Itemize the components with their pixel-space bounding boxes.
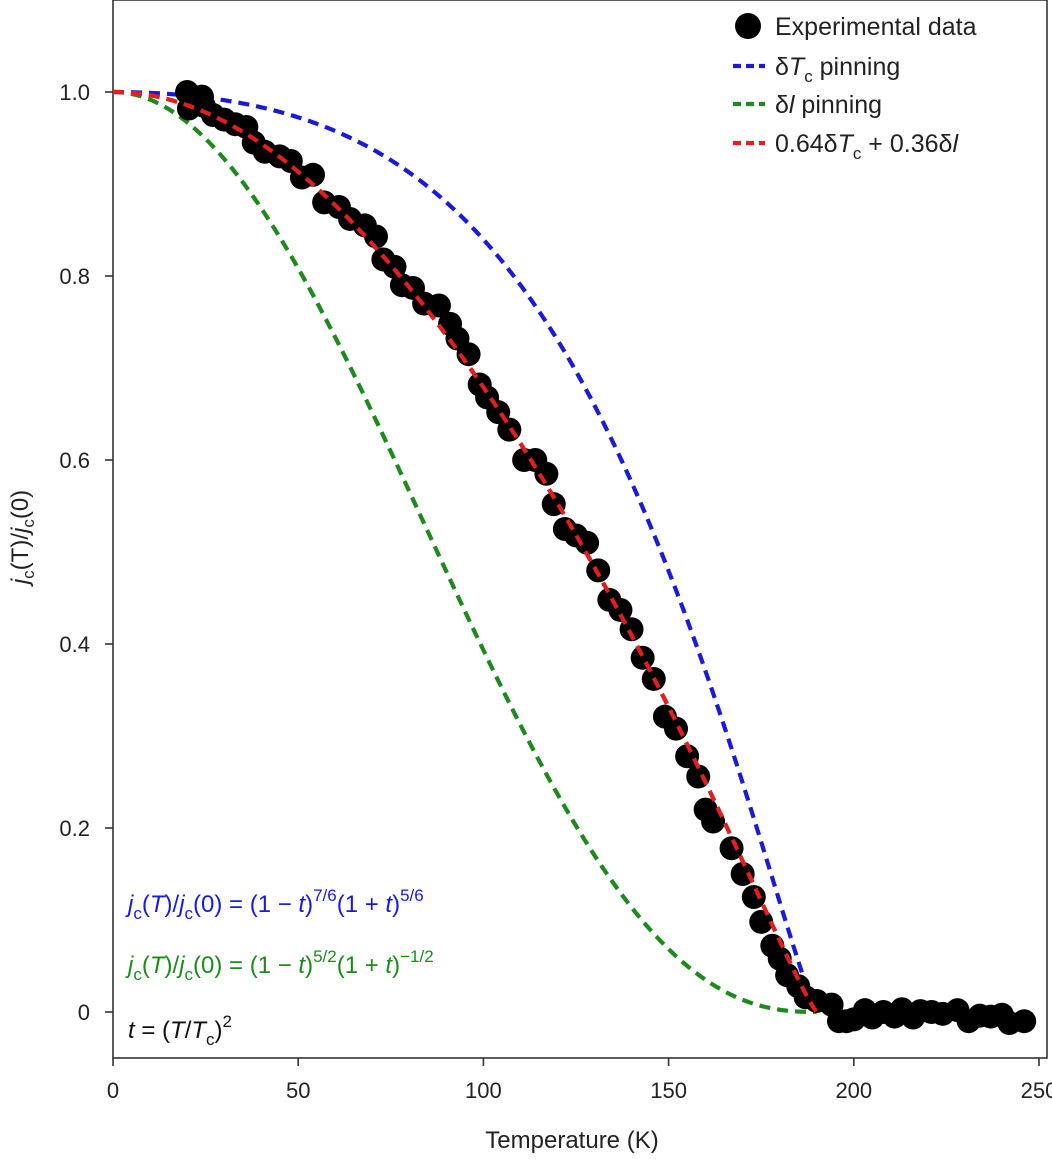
x-tick-label: 250 — [1021, 1078, 1052, 1103]
equation-2-part: c — [133, 965, 142, 984]
x-axis-title: Temperature (K) — [485, 1127, 658, 1154]
equation-1: jc(T)/jc(0) = (1 − t)7/6(1 + t)5/6 — [125, 886, 424, 923]
equation-3-part: T — [191, 1017, 208, 1044]
equation-1-part: ) — [305, 891, 313, 918]
legend-label-part: δ — [775, 53, 789, 81]
data-point — [730, 862, 755, 886]
legend-label-part: T — [789, 53, 806, 81]
equation-2-part: −1/2 — [400, 947, 434, 966]
legend-label-part: l — [789, 91, 796, 119]
equation-3: t = (T/Tc)2 — [128, 1012, 232, 1049]
y-tick-label: 1.0 — [59, 80, 90, 105]
equation-3-part: / — [185, 1017, 192, 1044]
y-axis-title: jc(T)/jc(0) — [7, 490, 38, 587]
equation-2-part: c — [185, 965, 194, 984]
equation-2: jc(T)/jc(0) = (1 − t)5/2(1 + t)−1/2 — [125, 947, 434, 984]
equation-2-part: ) — [392, 952, 400, 979]
equation-1-part: j — [176, 891, 185, 918]
equation-2-part: t — [298, 952, 306, 979]
data-point — [1012, 1009, 1037, 1034]
equation-2-part: (1 + — [337, 952, 386, 979]
data-point — [426, 293, 451, 318]
equation-1-part: t — [298, 891, 306, 918]
legend-label-part: pinning — [813, 53, 901, 81]
y-tick-label: 0.2 — [59, 816, 90, 841]
equation-1-part: j — [125, 891, 134, 918]
equation-3-part: 2 — [223, 1012, 232, 1031]
equation-2-part: ) — [305, 952, 313, 979]
equation-3-part: ) — [215, 1017, 223, 1044]
legend-label: Experimental data — [775, 13, 977, 41]
equation-1-part: ( — [142, 891, 150, 918]
equation-1-part: 7/6 — [313, 886, 337, 905]
y-tick-label: 0.8 — [59, 264, 90, 289]
equation-2-part: )/ — [165, 952, 180, 979]
equation-2-part: j — [125, 952, 134, 979]
equation-1-part: t — [385, 891, 393, 918]
legend-label-part: l — [952, 130, 959, 158]
data-point — [363, 224, 388, 249]
data-point — [741, 885, 766, 909]
y-tick-label: 0.6 — [59, 448, 90, 473]
data-point — [575, 530, 600, 555]
equation-2-part: ( — [142, 952, 150, 979]
legend-label-part: T — [838, 130, 855, 158]
legend-label: 0.64δTc + 0.36δl — [775, 130, 959, 163]
model-lines-group — [112, 89, 819, 1015]
x-tick-label: 200 — [835, 1078, 872, 1103]
x-tick-label: 100 — [465, 1078, 502, 1103]
equation-1-part: )/ — [165, 891, 180, 918]
equation-2-part: t — [385, 952, 393, 979]
line-deltaL — [112, 89, 817, 1015]
data-point — [664, 716, 689, 741]
equation-1-part: c — [185, 904, 194, 923]
data-point — [719, 836, 744, 861]
legend-label-part: δ — [775, 91, 789, 119]
legend-label-part: + 0.36δ — [861, 130, 952, 158]
data-point — [675, 744, 700, 769]
plot-frame — [112, 0, 1048, 1059]
equation-1-part: T — [150, 891, 167, 918]
data-point — [749, 909, 774, 934]
data-point — [630, 645, 655, 670]
equation-1-part: c — [133, 904, 142, 923]
data-points-group — [112, 80, 1037, 1036]
legend-label-part: 0.64δ — [775, 130, 838, 158]
legend-marker — [735, 13, 761, 39]
equation-2-part: j — [176, 952, 185, 979]
legend-label: δl pinning — [775, 91, 882, 119]
x-tick-label: 50 — [286, 1078, 310, 1103]
line-mixed — [112, 89, 819, 1014]
x-tick-label: 150 — [650, 1078, 687, 1103]
equation-2-part: 5/2 — [313, 947, 337, 966]
y-tick-label: 0.4 — [59, 632, 90, 657]
line-deltaTc — [112, 89, 819, 1013]
y-tick-label: 0 — [78, 1000, 90, 1025]
equation-1-part: (1 + — [337, 891, 386, 918]
axes-group: 0 50 100 150 200 250 0 0.2 0.4 0.6 0.8 1.0 — [59, 80, 1052, 1103]
legend-label-part: c — [804, 67, 813, 86]
equation-3-part: T — [170, 1017, 187, 1044]
legend-label: δTc pinning — [775, 53, 900, 86]
line-mixed-overlay — [112, 89, 819, 1014]
equation-1-part: 5/6 — [400, 886, 424, 905]
equation-annotations: jc(T)/jc(0) = (1 − t)7/6(1 + t)5/6jc(T)/… — [125, 886, 434, 1049]
legend-label-part: pinning — [794, 91, 882, 119]
legend-label-part: c — [853, 144, 862, 163]
equation-3-part: = ( — [135, 1017, 170, 1044]
equation-3-part: t — [128, 1017, 136, 1044]
x-tick-label: 0 — [107, 1078, 119, 1103]
equation-3-part: c — [206, 1030, 215, 1049]
data-point — [534, 461, 559, 486]
equation-1-part: ) — [392, 891, 400, 918]
equation-2-part: (0) = (1 − — [193, 952, 298, 979]
equation-1-part: (0) = (1 − — [193, 891, 298, 918]
equation-2-part: T — [150, 952, 167, 979]
